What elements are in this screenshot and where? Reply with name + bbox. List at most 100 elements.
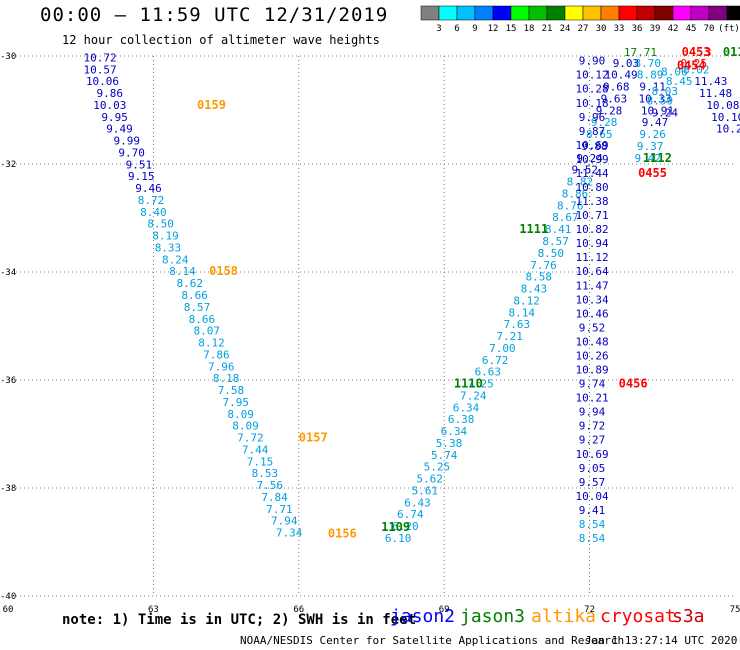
data-point: 10.99 [575,153,608,166]
colorbar-label: 21 [542,24,553,34]
data-point: 10.12 [575,69,608,82]
data-point: 9.47 [642,116,669,129]
time-label: 0454 [677,59,706,73]
x-tick-label: 69 [439,605,450,615]
time-label: 1109 [381,520,410,534]
data-point: 6.72 [482,354,509,367]
data-point: 10.72 [84,51,117,64]
colorbar-label: 30 [596,24,607,34]
data-point: 10.71 [575,209,608,222]
data-point: 10.64 [575,265,608,278]
data-point: 8.50 [538,247,565,260]
time-label: 0156 [328,527,357,541]
colorbar-label: 45 [686,24,697,34]
data-point: 10.57 [84,63,117,76]
x-tick-label: 66 [293,605,304,615]
data-point: 10.69 [575,139,608,152]
data-point: 7.95 [223,396,250,409]
data-point: 6.38 [448,413,475,426]
data-point: 8.89 [637,69,664,82]
data-point: 9.99 [113,135,140,148]
data-point: 7.96 [208,360,235,373]
data-point: 8.58 [525,271,552,284]
data-point: 7.21 [496,330,523,343]
colorbar-label: 42 [668,24,679,34]
data-point: 8.45 [666,75,693,88]
data-point: 8.41 [545,223,572,236]
data-point: 8.09 [232,420,259,433]
data-point: 6.10 [385,532,412,545]
time-label: 0456 [619,377,648,391]
y-tick-label: -32 [0,160,16,170]
data-point: 8.09 [227,408,254,421]
data-point: 8.06 [661,65,688,78]
colorbar-label: 12 [488,24,499,34]
data-point: 10.69 [575,448,608,461]
colorbar-label: 70 [704,24,715,34]
colorbar-swatch [600,5,620,21]
data-point: 9.05 [579,462,606,475]
data-point: 8.40 [140,206,167,219]
data-point: 7.94 [271,515,298,528]
colorbar-swatch [420,5,440,21]
colorbar-swatch [492,5,512,21]
data-point: 11.38 [575,195,608,208]
data-point: 10.94 [575,237,608,250]
data-point: 8.62 [177,277,204,290]
data-point: 6.74 [397,508,424,521]
data-point: 7.71 [266,503,293,516]
data-point: 9.86 [97,87,124,100]
data-point: 3 [705,46,712,59]
data-point: 10.21 [575,392,608,405]
data-point: 6.63 [475,366,502,379]
data-point: 8.14 [169,265,196,278]
legend-item-s3a: s3a [672,606,705,627]
data-point: 10.18 [575,97,608,110]
data-point: 8.57 [542,235,569,248]
data-point: 9.51 [126,158,153,171]
data-point: 8.18 [213,372,240,385]
data-point: 8.02 [683,63,710,76]
y-tick-label: -30 [0,52,16,62]
y-tick-label: -34 [0,268,16,278]
footer-note: note: 1) Time is in UTC; 2) SWH is in fe… [62,612,417,628]
time-label: 1112 [643,151,672,165]
y-tick-label: -36 [0,376,16,386]
data-point: 8.07 [193,325,220,338]
data-point: 10.04 [575,490,608,503]
footer-credit: NOAA/NESDIS Center for Satellite Applica… [240,634,625,647]
data-point: 7.44 [242,443,269,456]
colorbar-swatch [510,5,530,21]
data-point: 8.43 [521,283,548,296]
data-point: 9.11 [639,81,666,94]
data-point: 10.89 [575,364,608,377]
time-label: 0157 [299,431,328,445]
data-point: 9.37 [637,140,664,153]
colorbar-label: 6 [454,24,459,34]
data-point: 9.15 [128,170,155,183]
data-point: 10.82 [575,223,608,236]
colorbar-label: 27 [578,24,589,34]
data-point: 8.82 [567,176,594,189]
x-tick-label: 72 [584,605,595,615]
y-tick-label: -40 [0,592,16,602]
colorbar-label: 18 [524,24,535,34]
data-point: 9.49 [106,123,133,136]
data-point: 7.84 [261,491,288,504]
data-point: 9.96 [579,111,606,124]
data-point: 8.59 [647,95,674,108]
data-point: 9.90 [579,55,606,68]
data-point: 9.95 [101,111,128,124]
time-label: 0159 [197,98,226,112]
data-point: 9.26 [639,128,666,141]
time-label: 0453 [682,45,711,59]
data-point: 9.52 [579,321,606,334]
data-point: 9.41 [579,504,606,517]
colorbar-unit: (ft) [718,24,740,34]
data-point: 17.71 [624,46,657,59]
data-point: 6.43 [404,496,431,509]
data-point: 11.12 [575,251,608,264]
data-point: 8.66 [181,289,208,302]
chart-title: 00:00 – 11:59 UTC 12/31/2019 [40,4,389,26]
colorbar-swatch [564,5,584,21]
